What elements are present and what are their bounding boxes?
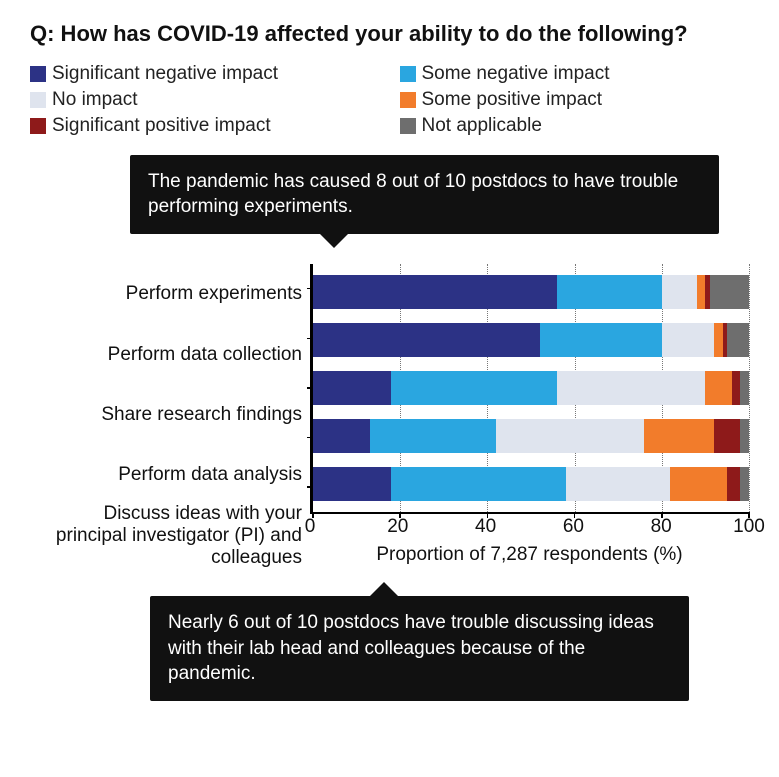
legend-swatch: [30, 118, 46, 134]
legend-label: Significant positive impact: [52, 115, 271, 137]
bar-segment: [313, 467, 391, 501]
legend-item: Some negative impact: [400, 63, 750, 85]
bar-segment: [370, 419, 496, 453]
category-tick: [307, 288, 313, 290]
legend-item: No impact: [30, 89, 380, 111]
legend-label: Significant negative impact: [52, 63, 278, 85]
legend-swatch: [30, 66, 46, 82]
bar-segment: [662, 323, 714, 357]
bar-row: [313, 419, 749, 453]
legend-item: Significant negative impact: [30, 63, 380, 85]
bar-segment: [313, 371, 391, 405]
bar-segment: [697, 275, 706, 309]
bar-segment: [566, 467, 671, 501]
legend-item: Some positive impact: [400, 89, 750, 111]
category-label: Share research findings: [30, 390, 302, 440]
bar-segment: [644, 419, 714, 453]
bar-segment: [732, 371, 741, 405]
x-axis: 020406080100: [310, 516, 749, 542]
bar-segment: [557, 275, 662, 309]
bar-segment: [391, 371, 557, 405]
legend-label: Some negative impact: [422, 63, 610, 85]
x-tick-label: 60: [563, 516, 584, 538]
legend-label: Not applicable: [422, 115, 542, 137]
legend-swatch: [30, 92, 46, 108]
legend-item: Not applicable: [400, 115, 750, 137]
bar-row: [313, 371, 749, 405]
bar-row: [313, 467, 749, 501]
bar-segment: [662, 275, 697, 309]
legend-label: Some positive impact: [422, 89, 603, 111]
bar-segment: [705, 371, 731, 405]
chart: Perform experiments Perform data collecti…: [30, 264, 749, 566]
bar-segment: [313, 323, 540, 357]
bar-segment: [740, 467, 749, 501]
legend-swatch: [400, 66, 416, 82]
bar-segment: [313, 419, 370, 453]
plot-area: [310, 264, 749, 514]
bar-segment: [710, 275, 749, 309]
y-axis-labels: Perform experiments Perform data collecti…: [30, 264, 310, 566]
x-tick-label: 40: [475, 516, 496, 538]
bar-segment: [496, 419, 644, 453]
bar-segment: [727, 323, 749, 357]
legend-swatch: [400, 118, 416, 134]
x-tick-label: 0: [305, 516, 316, 538]
category-label: Perform data collection: [30, 329, 302, 379]
category-label: Discuss ideas with your principal invest…: [30, 511, 302, 561]
callout-top: The pandemic has caused 8 out of 10 post…: [130, 155, 719, 234]
bar-segment: [714, 419, 740, 453]
legend-label: No impact: [52, 89, 138, 111]
callout-bottom: Nearly 6 out of 10 postdocs have trouble…: [150, 596, 689, 701]
category-tick: [307, 338, 313, 340]
category-label: Perform data analysis: [30, 450, 302, 500]
bar-segment: [540, 323, 662, 357]
x-axis-label: Proportion of 7,287 respondents (%): [310, 544, 749, 566]
bars: [313, 264, 749, 512]
bar-segment: [727, 467, 740, 501]
bar-segment: [670, 467, 727, 501]
bar-row: [313, 323, 749, 357]
x-tick-label: 100: [733, 516, 765, 538]
legend-swatch: [400, 92, 416, 108]
bar-segment: [391, 467, 565, 501]
x-tick-label: 20: [387, 516, 408, 538]
bar-segment: [557, 371, 705, 405]
x-tick-label: 80: [651, 516, 672, 538]
category-tick: [307, 387, 313, 389]
gridline: [749, 264, 750, 512]
category-tick: [307, 486, 313, 488]
legend-item: Significant positive impact: [30, 115, 380, 137]
category-label: Perform experiments: [30, 269, 302, 319]
bar-segment: [714, 323, 723, 357]
bar-segment: [740, 371, 749, 405]
bar-segment: [313, 275, 557, 309]
bar-row: [313, 275, 749, 309]
legend: Significant negative impact Some negative…: [30, 63, 749, 137]
bar-segment: [740, 419, 749, 453]
category-tick: [307, 437, 313, 439]
chart-title: Q: How has COVID-19 affected your abilit…: [30, 20, 749, 49]
